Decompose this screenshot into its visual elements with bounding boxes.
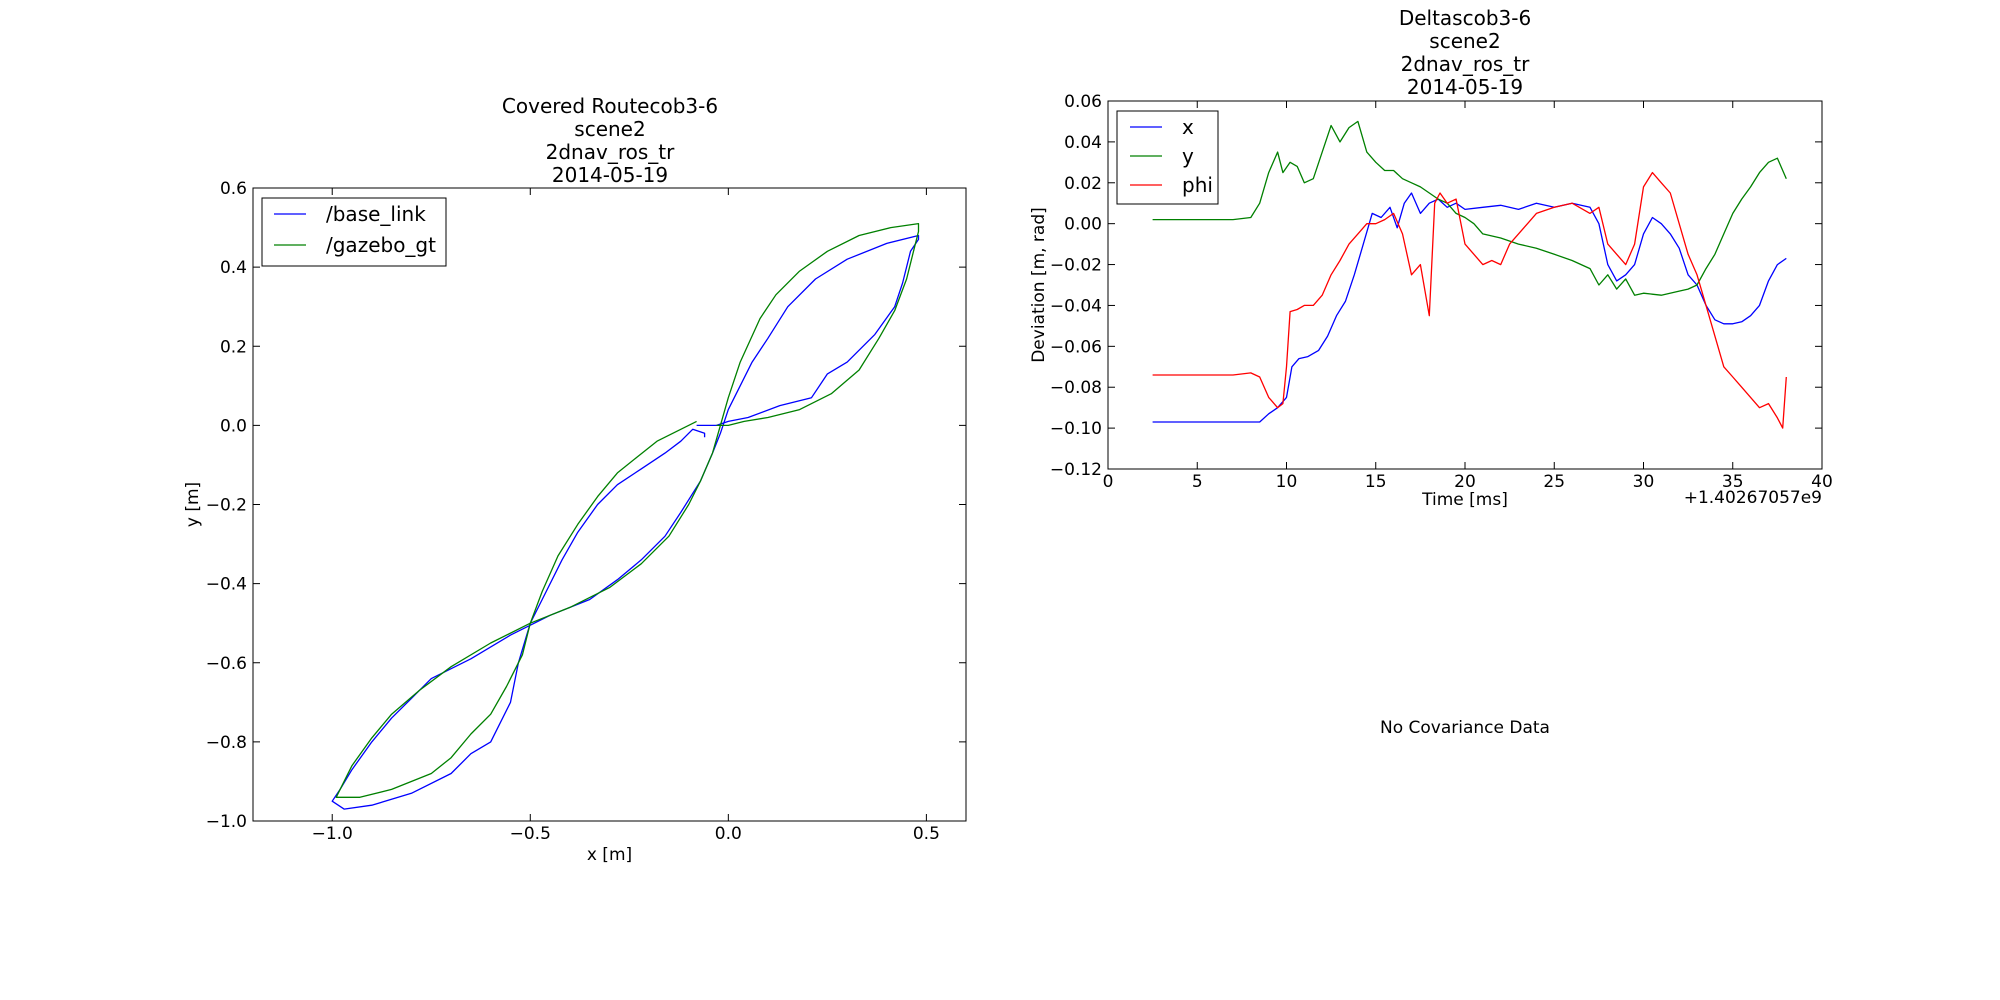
deviation-legend-label-y: y [1182, 144, 1194, 168]
deviation-y-tick-label: −0.10 [1050, 419, 1102, 439]
deviation-x-tick-label: 0 [1103, 472, 1114, 492]
route-title-line-2: scene2 [574, 117, 645, 141]
route-x-tick-label: −0.5 [510, 824, 551, 844]
deviation-x-axis-label: Time [ms] [1421, 490, 1508, 510]
route-title-line-1: Covered Routecob3-6 [502, 94, 718, 118]
route-y-tick-label: 0.2 [220, 337, 247, 357]
no-covariance-message: No Covariance Data [1380, 718, 1550, 738]
route-legend-box [261, 197, 447, 267]
route-chart: Covered Routecob3-6 scene2 2dnav_ros_tr … [183, 94, 967, 865]
deviation-chart: Deltascob3-6 scene2 2dnav_ros_tr 2014-05… [1029, 6, 1833, 510]
deviation-legend-label-x: x [1182, 115, 1194, 139]
deviation-y-axis-label: Deviation [m, rad] [1029, 207, 1049, 363]
route-legend-label-gazebo-gt: /gazebo_gt [326, 233, 436, 257]
route-legend-label-base-link: /base_link [326, 202, 426, 226]
deviation-x-offset-label: +1.40267057e9 [1684, 488, 1822, 508]
route-axes: −1.0 −0.5 0.0 0.5 0.6 0.4 0.2 0.0 −0.2 −0.4 −0.6 −0… [206, 179, 966, 844]
deviation-series-line-phi [1152, 171, 1787, 429]
route-series-line-gazebo-gt [335, 222, 920, 798]
deviation-y-tick-label: −0.12 [1050, 460, 1102, 480]
deviation-title-line-2: scene2 [1429, 29, 1500, 53]
deviation-x-tick-label: 10 [1276, 472, 1298, 492]
deviation-y-tick-label: 0.04 [1064, 133, 1102, 153]
deviation-series [1152, 120, 1787, 429]
route-series [331, 222, 920, 810]
deviation-series-line-y [1152, 120, 1787, 296]
route-series-line-base-link [331, 234, 920, 810]
deviation-title-line-4: 2014-05-19 [1407, 75, 1523, 99]
route-y-tick-label: 0.0 [220, 416, 247, 436]
route-y-tick-label: −0.8 [206, 733, 247, 753]
deviation-x-tick-label: 20 [1454, 472, 1476, 492]
deviation-legend: x y phi [1116, 110, 1219, 205]
deviation-x-tick-label: 35 [1722, 472, 1744, 492]
deviation-y-tick-label: −0.02 [1050, 256, 1102, 276]
route-x-axis-label: x [m] [587, 845, 632, 865]
deviation-title-line-3: 2dnav_ros_tr [1401, 52, 1530, 76]
route-y-tick-label: −0.2 [206, 496, 247, 516]
route-y-tick-label: 0.4 [220, 258, 247, 278]
route-title-line-3: 2dnav_ros_tr [546, 140, 675, 164]
deviation-title-line-1: Deltascob3-6 [1399, 6, 1531, 30]
deviation-x-tick-label: 5 [1192, 472, 1203, 492]
deviation-series-line-x [1152, 192, 1787, 423]
route-y-tick-label: −0.6 [206, 654, 247, 674]
route-y-tick-label: −1.0 [206, 812, 247, 832]
deviation-legend-label-phi: phi [1182, 173, 1213, 197]
deviation-axes: 0 5 10 15 20 25 30 35 40 0.06 0.04 0.02 0.00 −0.02 −0.… [1050, 92, 1833, 492]
deviation-y-tick-label: 0.02 [1064, 174, 1102, 194]
deviation-y-tick-label: 0.00 [1064, 215, 1102, 235]
deviation-y-tick-label: −0.06 [1050, 337, 1102, 357]
route-plot-frame [252, 187, 967, 822]
deviation-y-tick-label: −0.04 [1050, 296, 1102, 316]
route-legend: /base_link /gazebo_gt [261, 197, 447, 267]
route-y-tick-label: 0.6 [220, 179, 247, 199]
route-title: Covered Routecob3-6 scene2 2dnav_ros_tr … [502, 94, 718, 187]
route-y-axis-label: y [m] [183, 482, 203, 527]
deviation-x-tick-label: 30 [1633, 472, 1655, 492]
route-title-line-4: 2014-05-19 [552, 163, 668, 187]
deviation-x-tick-label: 40 [1811, 472, 1833, 492]
route-y-tick-label: −0.4 [206, 575, 247, 595]
route-x-tick-label: 0.0 [715, 824, 742, 844]
deviation-y-tick-label: 0.06 [1064, 92, 1102, 112]
deviation-y-tick-label: −0.08 [1050, 378, 1102, 398]
route-x-tick-label: 0.5 [913, 824, 940, 844]
route-x-tick-label: −1.0 [312, 824, 353, 844]
deviation-x-tick-label: 25 [1543, 472, 1565, 492]
deviation-x-tick-label: 15 [1365, 472, 1387, 492]
deviation-title: Deltascob3-6 scene2 2dnav_ros_tr 2014-05… [1399, 6, 1531, 99]
